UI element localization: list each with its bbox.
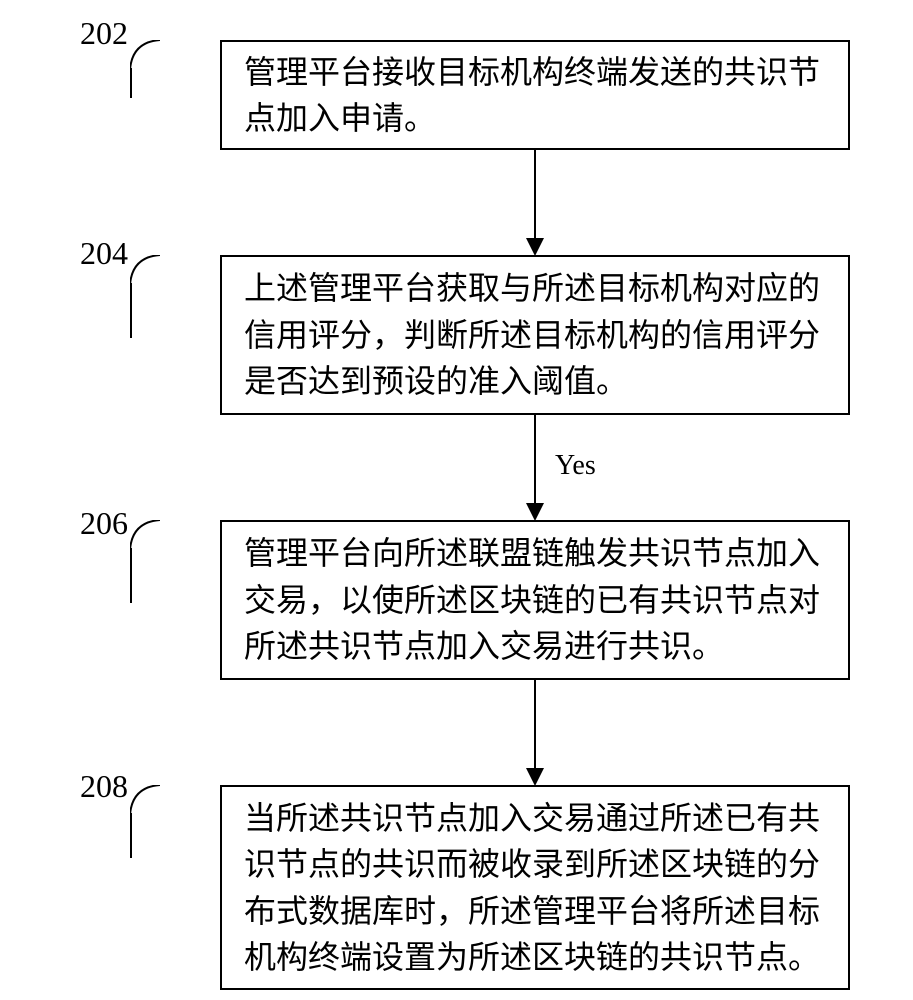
step-box-202: 管理平台接收目标机构终端发送的共识节点加入申请。	[220, 40, 850, 150]
arrow-206-208	[220, 680, 850, 785]
step-text-202: 管理平台接收目标机构终端发送的共识节点加入申请。	[244, 49, 826, 142]
flowchart-diagram: 202 管理平台接收目标机构终端发送的共识节点加入申请。 204 上述管理平台获…	[0, 0, 913, 1000]
step-label-204: 204	[80, 235, 128, 272]
step-text-204: 上述管理平台获取与所述目标机构对应的信用评分，判断所述目标机构的信用评分是否达到…	[244, 265, 826, 404]
connector-curve-206	[130, 520, 160, 550]
connector-line-208	[130, 813, 132, 858]
step-text-208: 当所述共识节点加入交易通过所述已有共识节点的共识而被收录到所述区块链的分布式数据…	[244, 795, 826, 981]
arrow-202-204	[220, 150, 850, 255]
edge-label-yes: Yes	[555, 450, 596, 482]
arrow-head-icon	[526, 238, 544, 256]
step-label-206: 206	[80, 505, 128, 542]
arrow-head-icon	[526, 503, 544, 521]
arrow-line	[534, 150, 536, 238]
arrow-head-icon	[526, 768, 544, 786]
step-label-208: 208	[80, 768, 128, 805]
connector-line-206	[130, 548, 132, 603]
connector-line-202	[130, 68, 132, 98]
step-box-206: 管理平台向所述联盟链触发共识节点加入交易，以使所述区块链的已有共识节点对所述共识…	[220, 520, 850, 680]
step-box-204: 上述管理平台获取与所述目标机构对应的信用评分，判断所述目标机构的信用评分是否达到…	[220, 255, 850, 415]
step-text-206: 管理平台向所述联盟链触发共识节点加入交易，以使所述区块链的已有共识节点对所述共识…	[244, 530, 826, 669]
connector-curve-202	[130, 40, 160, 70]
step-box-208: 当所述共识节点加入交易通过所述已有共识节点的共识而被收录到所述区块链的分布式数据…	[220, 785, 850, 990]
arrow-line	[534, 680, 536, 768]
arrow-line	[534, 415, 536, 503]
connector-line-204	[130, 283, 132, 338]
connector-curve-208	[130, 785, 160, 815]
arrow-204-206	[220, 415, 850, 520]
connector-curve-204	[130, 255, 160, 285]
step-label-202: 202	[80, 15, 128, 52]
